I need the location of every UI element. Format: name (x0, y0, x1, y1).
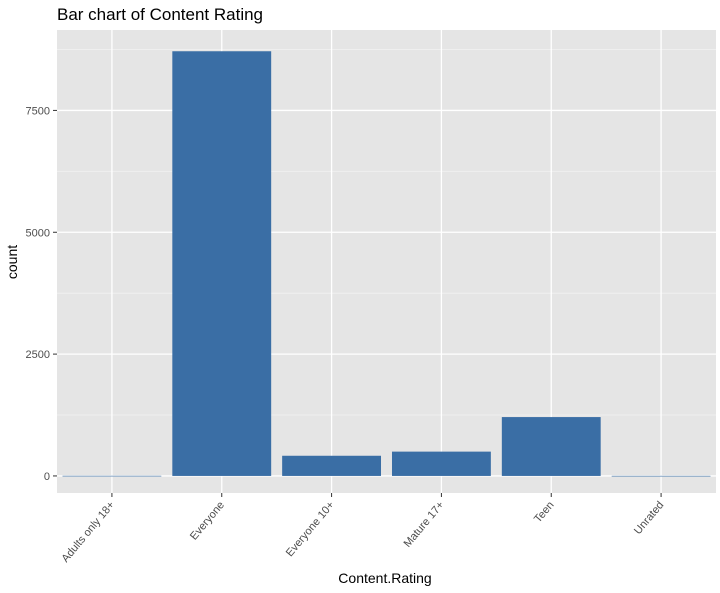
y-tick-label: 7500 (26, 105, 50, 117)
grid-lines (57, 30, 716, 493)
bars (62, 51, 711, 477)
y-axis: 0 2500 5000 7500 (26, 105, 57, 483)
x-tick-label: Mature 17+ (402, 499, 447, 550)
y-axis-title: count (4, 245, 20, 279)
bar-adults-only-18- (62, 475, 162, 477)
x-tick-label: Teen (532, 499, 557, 525)
chart-title: Bar chart of Content Rating (57, 5, 263, 24)
y-tick-label: 2500 (26, 349, 50, 361)
x-tick-label: Everyone 10+ (284, 499, 337, 559)
x-axis: Adults only 18+ Everyone Everyone 10+ Matur… (59, 493, 666, 565)
x-axis-title: Content.Rating (338, 570, 431, 586)
y-tick-label: 5000 (26, 227, 50, 239)
bar-everyone-10- (282, 455, 382, 476)
y-tick-label: 0 (44, 471, 50, 483)
x-tick-label: Adults only 18+ (59, 499, 117, 565)
x-tick-label: Everyone (188, 499, 227, 542)
plot-panel (57, 30, 716, 493)
bar-mature-17- (391, 451, 491, 476)
x-tick-label: Unrated (632, 499, 666, 537)
bar-teen (501, 417, 601, 476)
bar-unrated (611, 475, 711, 477)
bar-everyone (172, 51, 272, 476)
